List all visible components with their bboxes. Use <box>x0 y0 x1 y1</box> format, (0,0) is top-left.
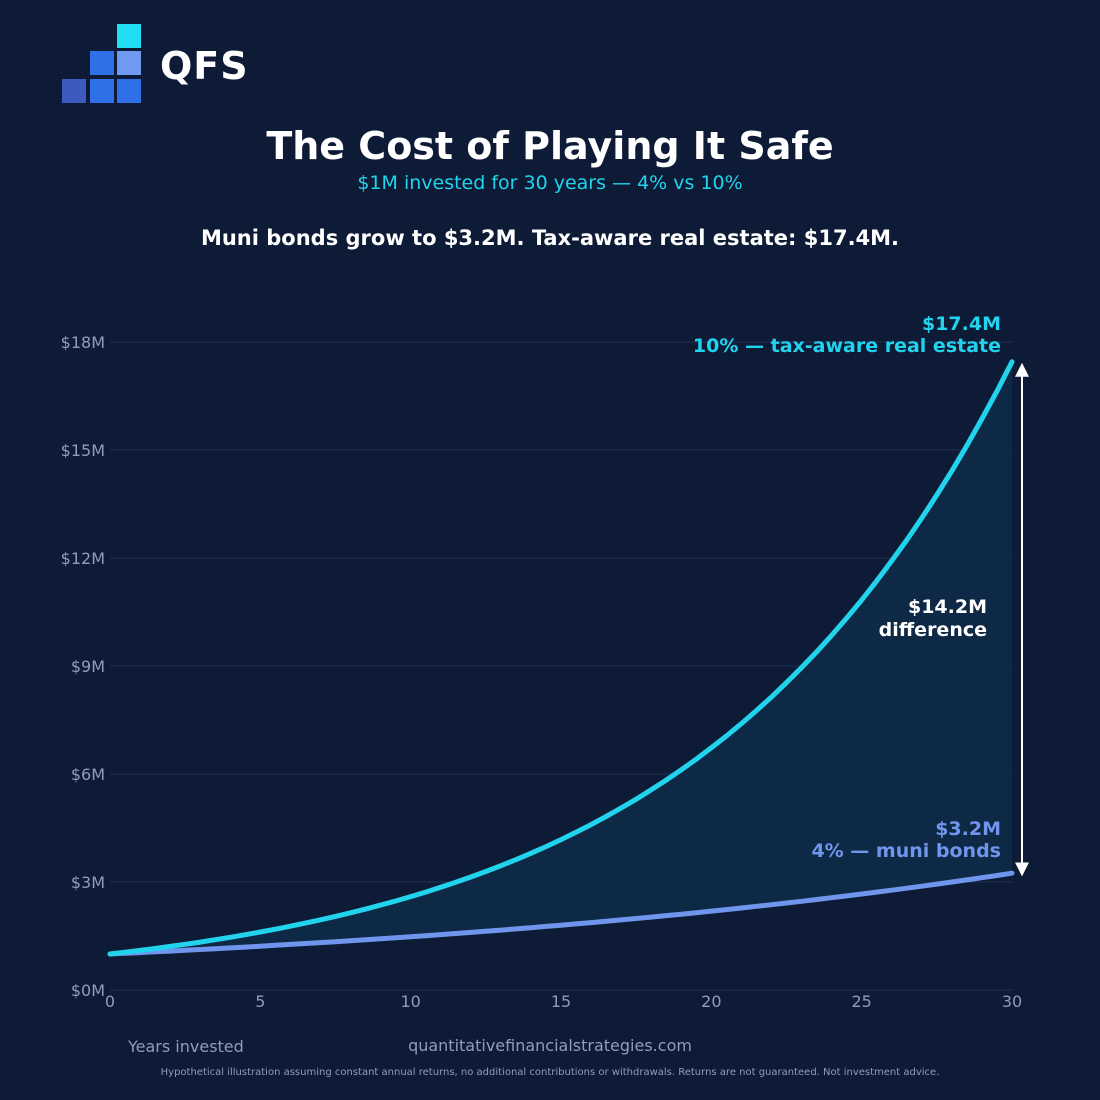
difference-area <box>110 361 1012 954</box>
logo-square-cyan <box>117 24 141 48</box>
chart-subtitle: $1M invested for 30 years — 4% vs 10% <box>357 172 743 194</box>
logo-square-blue <box>90 79 114 103</box>
series-high-value-label: $17.4M <box>922 313 1001 335</box>
brand-name: QFS <box>160 44 249 88</box>
series-high-name-label: 10% — tax-aware real estate <box>693 335 1001 357</box>
y-tick-label: $18M <box>61 333 105 352</box>
x-tick-label: 20 <box>701 992 721 1011</box>
x-tick-label: 0 <box>105 992 115 1011</box>
series-low-name-label: 4% — muni bonds <box>811 840 1001 862</box>
chart-headline: Muni bonds grow to $3.2M. Tax-aware real… <box>200 226 900 250</box>
x-tick-label: 25 <box>851 992 871 1011</box>
y-tick-label: $9M <box>71 657 105 676</box>
chart-title: The Cost of Playing It Safe <box>266 124 834 168</box>
difference-label: difference <box>879 619 987 641</box>
qfs-logo <box>62 24 262 104</box>
logo-square-dark <box>62 79 86 103</box>
x-axis-title: Years invested <box>128 1037 244 1056</box>
series-line-real-estate <box>107 359 1015 957</box>
x-tick-label: 5 <box>255 992 265 1011</box>
disclaimer: Hypothetical illustration assuming const… <box>160 1067 940 1078</box>
x-tick-label: 30 <box>1002 992 1022 1011</box>
website-link[interactable]: quantitativefinancialstrategies.com <box>408 1036 692 1055</box>
y-tick-label: $0M <box>71 981 105 1000</box>
logo-square-blue <box>117 79 141 103</box>
logo-square-blue <box>90 51 114 75</box>
y-tick-label: $12M <box>61 549 105 568</box>
logo-square-light <box>117 51 141 75</box>
x-tick-label: 10 <box>400 992 420 1011</box>
y-tick-label: $15M <box>61 441 105 460</box>
difference-value: $14.2M <box>908 596 987 618</box>
series-line-muni-bonds <box>107 870 1015 957</box>
y-tick-label: $6M <box>71 765 105 784</box>
series-low-value-label: $3.2M <box>935 818 1001 840</box>
x-tick-label: 15 <box>551 992 571 1011</box>
y-tick-label: $3M <box>71 873 105 892</box>
